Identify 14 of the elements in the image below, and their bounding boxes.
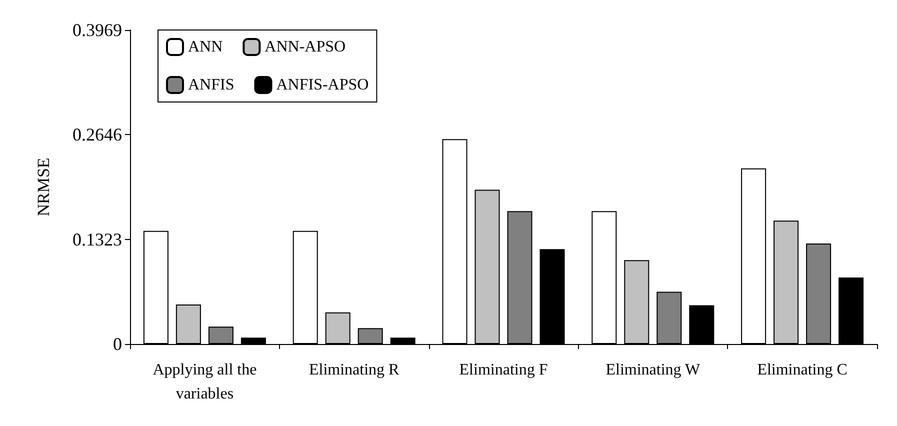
x-tick-label: Eliminating F [459,362,548,378]
y-axis-title: NRMSE [34,158,53,216]
legend-label: ANFIS [188,76,234,94]
legend-label: ANFIS-APSO [276,76,369,94]
y-tick-label: 0.3969 [72,20,122,40]
x-tick-label: Eliminating W [606,362,701,378]
legend-label: ANN [188,38,224,56]
x-tick-label: Applying all the variables [152,362,257,402]
legend-label: ANN-APSO [264,38,346,56]
y-tick-label: 0 [113,334,122,354]
x-tick-label: Eliminating C [757,362,848,378]
x-tick-label: Eliminating R [308,362,400,378]
y-tick-label: 0.1323 [72,229,122,250]
y-tick-label: 0.2646 [72,124,122,145]
